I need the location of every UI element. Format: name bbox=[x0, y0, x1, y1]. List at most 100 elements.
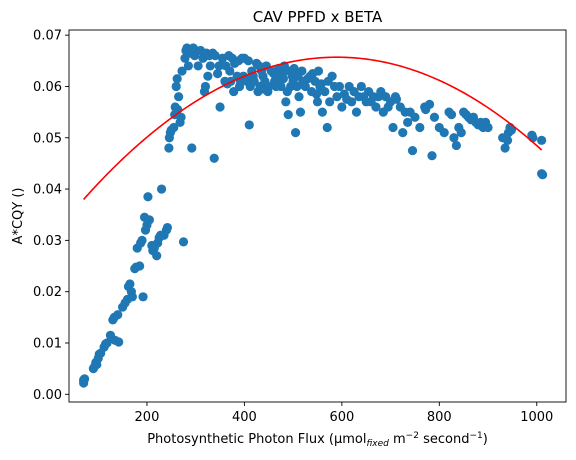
scatter-point bbox=[415, 122, 425, 133]
scatter-point bbox=[171, 81, 181, 92]
x-axis-label-subscript: fixed bbox=[366, 439, 389, 449]
scatter-point bbox=[164, 143, 174, 153]
scatter-point bbox=[177, 66, 187, 76]
x-tick-label: 200 bbox=[135, 410, 160, 425]
x-axis-label-sup2: −1 bbox=[469, 431, 482, 441]
scatter-point bbox=[332, 92, 342, 102]
scatter-point bbox=[213, 69, 223, 79]
scatter-point bbox=[297, 66, 307, 76]
scatter-point bbox=[143, 192, 153, 202]
y-tick-label: 0.00 bbox=[33, 388, 62, 403]
scatter-point bbox=[178, 237, 189, 247]
y-tick-label: 0.01 bbox=[33, 336, 62, 351]
x-tick-label: 1000 bbox=[520, 410, 553, 425]
scatter-point bbox=[113, 310, 123, 320]
x-tick-label: 800 bbox=[427, 410, 452, 425]
scatter-point bbox=[502, 135, 513, 145]
axes-frame bbox=[68, 29, 567, 403]
scatter-point bbox=[278, 74, 288, 84]
scatter-point bbox=[156, 184, 167, 194]
scatter-point bbox=[483, 122, 493, 133]
scatter-point bbox=[294, 92, 304, 102]
scatter-point bbox=[127, 292, 137, 302]
scatter-point bbox=[283, 110, 293, 120]
axes: 200 400 600 800 1000 0.00 0.01 0.02 0.03 0.04 0.05… bbox=[33, 29, 567, 425]
scatter-point bbox=[172, 74, 182, 84]
y-tick-label: 0.04 bbox=[33, 183, 62, 198]
scatter-point bbox=[300, 81, 310, 92]
scatter-point bbox=[295, 107, 306, 117]
scatter-point bbox=[290, 128, 301, 138]
scatter-point bbox=[193, 61, 203, 71]
y-tick-label: 0.06 bbox=[33, 80, 62, 95]
scatter-point bbox=[276, 81, 286, 92]
scatter-point bbox=[351, 107, 362, 117]
scatter-point bbox=[144, 215, 154, 225]
scatter-point bbox=[79, 374, 90, 384]
x-axis-label-mid1: m bbox=[389, 432, 406, 447]
scatter-point bbox=[334, 81, 345, 92]
scatter-point bbox=[311, 89, 322, 99]
scatter-point bbox=[500, 143, 510, 153]
scatter-point bbox=[356, 81, 366, 92]
scatter-point bbox=[187, 143, 197, 153]
scatter-point bbox=[537, 135, 547, 145]
scatter-point bbox=[407, 145, 418, 156]
y-tick-label: 0.03 bbox=[33, 234, 62, 249]
scatter-point bbox=[410, 112, 420, 122]
scatter-point bbox=[210, 51, 220, 61]
scatter-point bbox=[327, 71, 337, 81]
scatter-point bbox=[200, 81, 211, 92]
scatter-point bbox=[429, 112, 440, 122]
chart-title: CAV PPFD x BETA bbox=[253, 8, 383, 26]
scatter-point bbox=[137, 235, 147, 245]
y-axis-label: A*CQY () bbox=[11, 188, 26, 245]
y-tick-label: 0.07 bbox=[33, 29, 62, 44]
scatter-point bbox=[225, 66, 235, 76]
scatter-point bbox=[446, 110, 457, 120]
scatter-point bbox=[114, 337, 124, 347]
plot-area bbox=[79, 43, 548, 388]
scatter-point bbox=[162, 222, 173, 233]
scatter-point bbox=[244, 120, 254, 130]
scatter-point bbox=[176, 112, 186, 122]
scatter-point bbox=[427, 151, 437, 161]
y-tick-label: 0.02 bbox=[33, 285, 62, 300]
scatter-point bbox=[209, 153, 219, 163]
scatter-point bbox=[506, 125, 517, 135]
x-axis-label-prefix: Photosynthetic Photon Flux (µmol bbox=[147, 432, 366, 447]
scatter-point bbox=[125, 279, 135, 289]
scatter-point bbox=[169, 122, 179, 133]
scatter-point bbox=[135, 261, 145, 271]
scatter-point bbox=[337, 102, 347, 112]
scatter-point bbox=[391, 94, 402, 104]
scatter-point bbox=[398, 128, 408, 138]
scatter-point bbox=[451, 140, 461, 151]
fit-curve bbox=[83, 56, 543, 200]
y-tick-label: 0.05 bbox=[33, 131, 62, 146]
x-axis-label-mid2: second bbox=[419, 432, 470, 447]
scatter-point bbox=[214, 61, 224, 71]
scatter-point bbox=[174, 92, 184, 102]
scatter-point bbox=[312, 97, 323, 107]
scatter-point bbox=[439, 128, 449, 138]
scatter-point bbox=[456, 128, 466, 138]
scatter-point bbox=[243, 56, 253, 66]
x-tick-label: 400 bbox=[232, 410, 257, 425]
scatter-point bbox=[183, 61, 193, 71]
scatter-point bbox=[388, 122, 398, 133]
scatter-point bbox=[371, 102, 381, 112]
scatter-point bbox=[289, 63, 299, 74]
scatter-point bbox=[449, 133, 459, 143]
scatter-point bbox=[152, 251, 162, 261]
scatter-point bbox=[205, 61, 215, 71]
scatter-point bbox=[538, 170, 548, 180]
scatter-point bbox=[424, 99, 435, 109]
scatter-point bbox=[403, 117, 413, 127]
scatter-point bbox=[281, 97, 291, 107]
x-axis-label-suffix: ) bbox=[483, 432, 488, 447]
scatter-point bbox=[320, 86, 330, 97]
scatter-point bbox=[325, 97, 335, 107]
scatter-point bbox=[317, 107, 327, 117]
